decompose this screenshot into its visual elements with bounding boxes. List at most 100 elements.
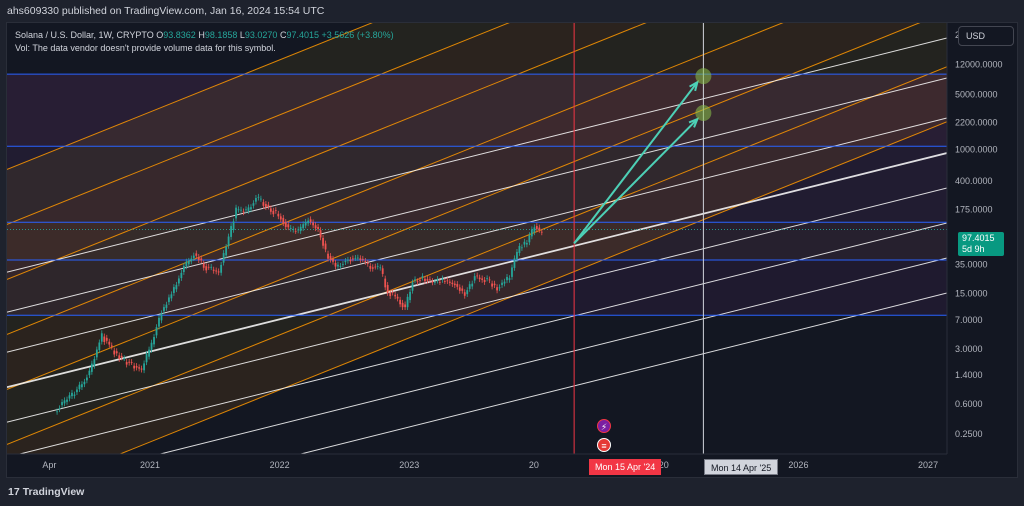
x-tick-label: 2027 xyxy=(918,460,938,470)
candle-body xyxy=(71,392,73,397)
candle-body xyxy=(299,226,302,232)
candle-body xyxy=(274,210,277,211)
footer-bar: 17 TradingView xyxy=(0,480,1024,506)
candle-body xyxy=(394,294,397,297)
candle-body xyxy=(319,230,322,238)
change-value: +3.5626 (+3.80%) xyxy=(321,30,394,40)
candle-body xyxy=(493,283,496,286)
candle-body xyxy=(63,400,66,404)
candle-body xyxy=(61,402,63,406)
candle-body xyxy=(230,226,232,237)
orange-channel-line xyxy=(7,23,647,280)
candle-body xyxy=(349,259,352,262)
last-price-badge: 97.4015 5d 9h xyxy=(958,232,1004,256)
candle-body xyxy=(483,279,486,283)
y-tick-label: 35.0000 xyxy=(955,260,988,270)
published-text: ahs609330 published on TradingView.com, … xyxy=(7,5,325,17)
x-tick-label: Apr xyxy=(42,460,56,470)
candle-body xyxy=(105,337,108,341)
y-tick-label: 7.0000 xyxy=(955,315,983,325)
chart-panel[interactable]: 28000.000012000.00005000.00002200.000010… xyxy=(6,22,1018,478)
candle-body xyxy=(289,227,292,229)
candle-body xyxy=(366,262,369,264)
candle-body xyxy=(342,264,344,265)
candle-body xyxy=(56,411,58,413)
candle-body xyxy=(434,281,436,283)
candle-body xyxy=(205,266,208,271)
candle-body xyxy=(361,258,364,260)
target-marker xyxy=(695,105,712,122)
candle-body xyxy=(118,355,121,359)
candle-body xyxy=(511,267,513,277)
candle-body xyxy=(322,238,324,246)
date-badge-grey: Mon 14 Apr '25 xyxy=(704,459,779,475)
candle-body xyxy=(247,207,250,211)
candle-body xyxy=(525,242,528,245)
projection-arrow xyxy=(573,81,699,244)
candle-body xyxy=(182,265,185,273)
publish-header: ahs609330 published on TradingView.com, … xyxy=(0,0,1024,22)
candle-body xyxy=(272,210,275,215)
candle-body xyxy=(374,266,377,268)
candle-body xyxy=(257,196,260,198)
candle-body xyxy=(344,260,347,263)
candle-body xyxy=(359,258,362,260)
candle-body xyxy=(68,395,71,399)
candle-body xyxy=(317,226,319,230)
candle-body xyxy=(260,198,262,200)
y-tick-label: 175.0000 xyxy=(955,204,993,214)
candle-body xyxy=(163,307,165,312)
candle-body xyxy=(250,207,252,210)
open-label: O xyxy=(156,30,164,40)
channel-fill xyxy=(7,23,947,445)
candle-body xyxy=(210,266,213,268)
candle-body xyxy=(225,246,228,256)
candle-body xyxy=(356,257,359,259)
orange-channel-line xyxy=(7,23,373,170)
candle-body xyxy=(78,384,81,390)
fib-band xyxy=(7,222,947,260)
candle-body xyxy=(436,279,439,281)
candle-body xyxy=(125,362,128,365)
candle-body xyxy=(334,263,337,267)
candle-body xyxy=(90,363,93,372)
lightning-icon[interactable]: ⚡ xyxy=(597,419,611,433)
candle-body xyxy=(215,270,218,272)
arrow-head xyxy=(688,117,700,128)
close-label: C xyxy=(279,30,287,40)
white-channel-line xyxy=(158,257,947,454)
candle-body xyxy=(81,384,83,388)
bar-countdown: 5d 9h xyxy=(962,244,985,254)
candle-body xyxy=(242,211,245,213)
white-channel-line xyxy=(298,292,947,454)
candle-body xyxy=(98,342,101,351)
candle-body xyxy=(222,253,225,263)
candle-body xyxy=(473,276,476,281)
orange-channel-line xyxy=(7,23,784,335)
candle-body xyxy=(453,283,456,286)
candle-body xyxy=(332,258,334,262)
candle-body xyxy=(419,280,421,281)
candle-body xyxy=(103,336,106,342)
candle-body xyxy=(217,271,220,273)
candle-body xyxy=(192,255,195,259)
orange-channel-line xyxy=(7,23,510,225)
fib-band xyxy=(7,74,947,147)
tradingview-logo[interactable]: 17 TradingView xyxy=(8,486,84,498)
candle-body xyxy=(384,278,387,288)
candle-body xyxy=(491,283,493,287)
candle-body xyxy=(461,288,464,291)
price-chart[interactable]: 28000.000012000.00005000.00002200.000010… xyxy=(7,23,1017,477)
us-flag-icon[interactable]: ≡ xyxy=(597,438,611,452)
candle-body xyxy=(207,266,210,268)
candle-body xyxy=(521,247,523,249)
white-channel-line xyxy=(7,187,947,423)
candle-body xyxy=(73,394,76,396)
low-value: 93.0270 xyxy=(244,30,278,40)
currency-button[interactable]: USD xyxy=(958,26,1014,46)
target-marker xyxy=(695,68,712,85)
orange-channel-line xyxy=(7,66,947,445)
candle-body xyxy=(220,264,223,273)
candle-body xyxy=(309,219,312,222)
